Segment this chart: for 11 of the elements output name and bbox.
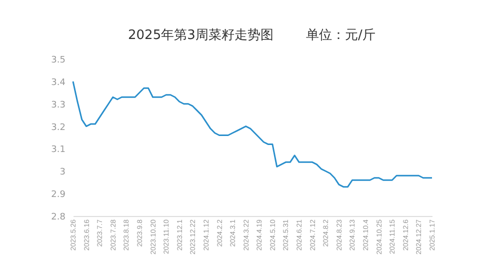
y-tick-label: 2.8 xyxy=(51,212,66,222)
text: 单位：元/斤 xyxy=(306,28,376,43)
y-tick-label: 3.3 xyxy=(51,100,66,110)
y-tick-label: 3 xyxy=(60,168,66,178)
y-tick-label: 3.2 xyxy=(51,122,66,133)
y-tick-label: 3.4 xyxy=(51,78,66,88)
line-series xyxy=(72,80,433,188)
y-tick-label: 3.1 xyxy=(51,145,66,156)
y-tick-label: 3.5 xyxy=(51,56,66,66)
y-tick-label: 2.9 xyxy=(51,190,66,200)
chart-title: 2025年第3周菜籽走势图 xyxy=(128,28,274,43)
